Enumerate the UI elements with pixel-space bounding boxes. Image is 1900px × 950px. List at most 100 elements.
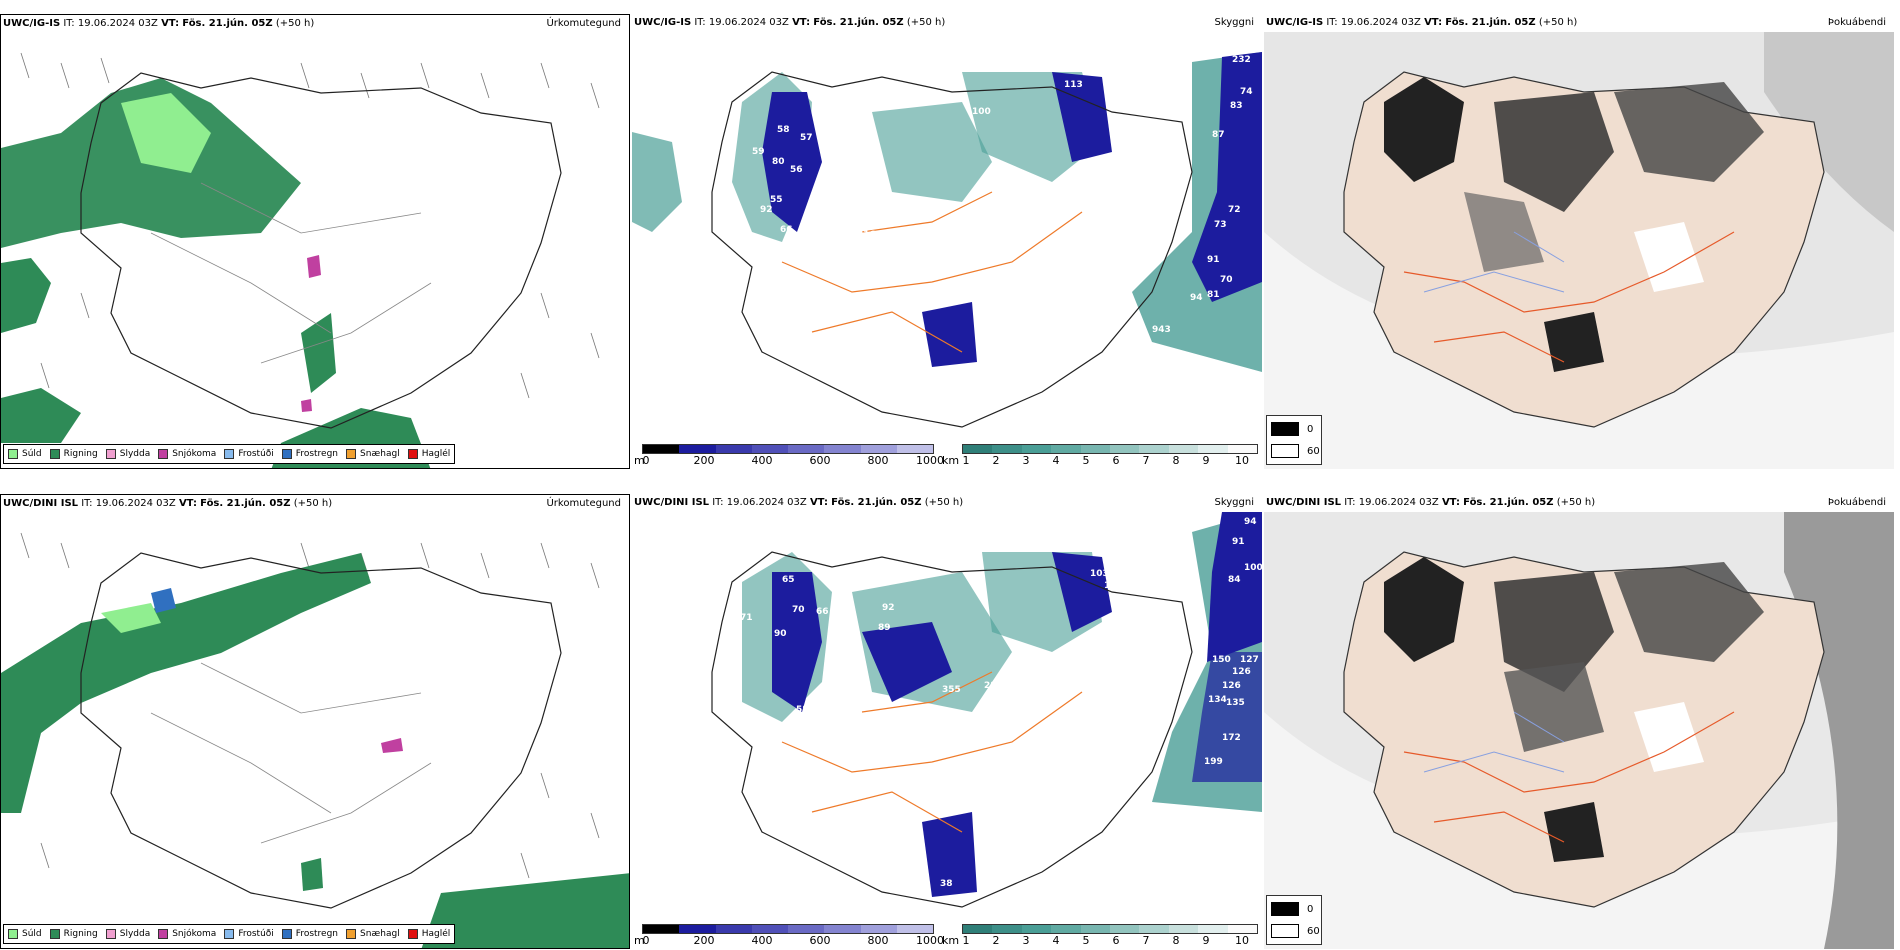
vis-label: 92 (760, 205, 773, 215)
precip-legend: Súld Rigning Slydda Snjókoma Frostúði Fr… (3, 924, 456, 944)
vis-label: 71 (910, 377, 923, 387)
vis-label: 38 (940, 879, 953, 889)
vis-label: 66 (780, 225, 793, 235)
vis-label: 72 (938, 367, 951, 377)
vis-label: 113 (1064, 80, 1083, 90)
km-ticks: 1 2 3 4 5 6 7 8 9 10 (962, 934, 1250, 947)
vis-label: 171 (986, 708, 1005, 718)
precip-map (1, 532, 629, 948)
vis-label: 90 (774, 629, 787, 639)
vis-label: 138 (822, 217, 841, 227)
vis-label: 355 (942, 685, 961, 695)
vis-label: 57 (800, 133, 813, 143)
fog-legend-high: 60 (1271, 444, 1320, 458)
vis-label: 135 (1226, 698, 1245, 708)
vis-label: 56 (790, 165, 803, 175)
legend-item: Frostúði (224, 449, 274, 459)
vis-label: 46 (938, 399, 951, 409)
panel-header: UWC/IG-IS IT: 19.06.2024 03Z VT: Fös. 21… (1266, 14, 1890, 32)
vis-label: 134 (1208, 695, 1227, 705)
panel-header: UWC/IG-IS IT: 19.06.2024 03Z VT: Fös. 21… (3, 15, 625, 33)
legend-item: Frostregn (281, 929, 338, 939)
vis-label: 172 (1222, 733, 1241, 743)
visibility-scales: m 0 200 400 600 800 1000 km 1 2 3 4 5 6 … (632, 921, 1262, 949)
vis-label: 81 (1207, 290, 1220, 300)
vis-label: 126 (1222, 681, 1241, 691)
vis-label: 80 (772, 157, 785, 167)
panel-header: UWC/DINI ISL IT: 19.06.2024 03Z VT: Fös.… (3, 495, 625, 513)
vis-label: 94 (1190, 293, 1203, 303)
precip-type-panel-bottom: UWC/DINI ISL IT: 19.06.2024 03Z VT: Fös.… (0, 494, 630, 949)
vis-label: 150 (1212, 655, 1231, 665)
scale-unit: km (942, 454, 960, 467)
km-color-scale (962, 924, 1258, 934)
visibility-panel-bottom: UWC/DINI ISL IT: 19.06.2024 03Z VT: Fös.… (632, 494, 1262, 949)
vis-label: 84 (1228, 575, 1241, 585)
vis-label: 65 (782, 575, 795, 585)
vis-label: 103 (1090, 569, 1109, 579)
vis-label: 91 (1232, 537, 1245, 547)
vis-label: 52 (912, 859, 925, 869)
km-color-scale (962, 444, 1258, 454)
vis-label: 110 (944, 237, 963, 247)
vis-label: 74 (1240, 87, 1253, 97)
m-color-scale (642, 924, 934, 934)
vis-label: 132 (1104, 581, 1123, 591)
vis-label: 87 (1212, 130, 1225, 140)
vis-label: 190 (986, 695, 1005, 705)
vis-label: 94 (1244, 517, 1257, 527)
fog-panel-top: UWC/IG-IS IT: 19.06.2024 03Z VT: Fös. 21… (1264, 14, 1894, 469)
vis-label: 91 (1207, 255, 1220, 265)
field-name: Þokuábendi (1827, 17, 1886, 28)
vis-label: 100 (972, 107, 991, 117)
visibility-scales: m 0 200 400 600 800 1000 km 1 2 3 4 5 6 … (632, 441, 1262, 469)
vis-label: 72 (1228, 205, 1241, 215)
legend-item: Snjókoma (158, 929, 216, 939)
legend-item: Haglél (407, 929, 450, 939)
vis-label: 199 (1204, 757, 1223, 767)
fog-legend-low: 0 (1271, 902, 1313, 916)
legend-item: Rigning (49, 449, 98, 459)
fog-legend: 0 60 (1266, 415, 1322, 465)
fog-panel-bottom: UWC/DINI ISL IT: 19.06.2024 03Z VT: Fös.… (1264, 494, 1894, 949)
legend-item: Haglél (407, 449, 450, 459)
vis-label: 89 (858, 737, 871, 747)
vis-label: 92 (882, 603, 895, 613)
legend-item: Snjókoma (158, 449, 216, 459)
precip-map (1, 52, 600, 468)
m-ticks: 0 200 400 600 800 1000 (642, 454, 945, 467)
legend-item: Slydda (105, 929, 150, 939)
vis-label: 284 (984, 681, 1003, 691)
legend-item: Snæhagl (346, 449, 400, 459)
vis-label: 91 (748, 243, 761, 253)
vis-label: 66 (816, 607, 829, 617)
vis-label: 89 (880, 725, 893, 735)
legend-item: Súld (8, 449, 42, 459)
legend-item: Súld (8, 929, 42, 939)
vis-label: 70 (1220, 275, 1233, 285)
vis-label: 71 (740, 613, 753, 623)
visibility-panel-top: UWC/IG-IS IT: 19.06.2024 03Z VT: Fös. 21… (632, 14, 1262, 469)
panel-header: UWC/DINI ISL IT: 19.06.2024 03Z VT: Fös.… (634, 494, 1258, 512)
fog-map (1264, 512, 1894, 949)
vis-label: 59 (752, 147, 765, 157)
fog-map (1264, 32, 1894, 469)
scale-unit: km (942, 934, 960, 947)
vis-label: 112 (1132, 581, 1151, 591)
vis-label: 73 (1214, 220, 1227, 230)
vis-label: 55 (770, 195, 783, 205)
vis-label: 58 (796, 705, 809, 715)
legend-item: Frostregn (281, 449, 338, 459)
panel-header: UWC/IG-IS IT: 19.06.2024 03Z VT: Fös. 21… (634, 14, 1258, 32)
vis-label: 89 (878, 623, 891, 633)
fog-legend: 0 60 (1266, 895, 1322, 945)
legend-item: Rigning (49, 929, 98, 939)
precip-type-panel-top: UWC/IG-IS IT: 19.06.2024 03Z VT: Fös. 21… (0, 14, 630, 469)
scale-unit: m (634, 454, 645, 467)
field-name: Skyggni (1214, 17, 1254, 28)
vis-label: 677 (984, 240, 1003, 250)
legend-item: Snæhagl (346, 929, 400, 939)
m-ticks: 0 200 400 600 800 1000 (642, 934, 945, 947)
field-name: Úrkomutegund (546, 18, 621, 29)
vis-label: 58 (777, 125, 790, 135)
